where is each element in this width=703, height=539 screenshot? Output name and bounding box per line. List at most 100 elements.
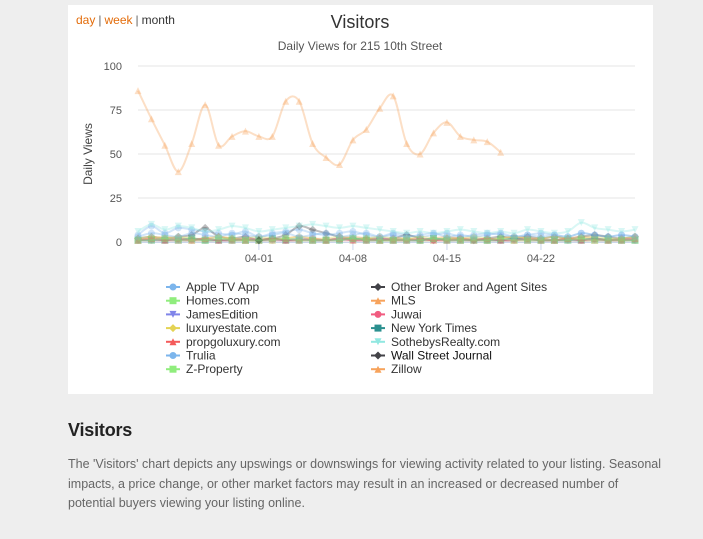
data-point-new-york-times (362, 236, 370, 244)
data-point-sothebysrealty-com (241, 224, 249, 232)
data-point-trulia (550, 231, 558, 239)
data-point-sothebysrealty-com (443, 227, 451, 235)
data-point-sothebysrealty-com (564, 227, 572, 235)
series-line-jamesedition (137, 237, 636, 242)
data-point-apple-tv-app (564, 233, 572, 241)
data-point-mls (215, 233, 223, 241)
visitors-info-section: Visitors The 'Visitors' chart depicts an… (68, 420, 668, 514)
data-point-juwai (443, 236, 451, 244)
data-point-trulia (403, 233, 411, 241)
data-point-trulia (470, 233, 478, 241)
range-week-link[interactable]: week (104, 13, 133, 27)
data-point-mls (161, 233, 169, 241)
range-month-link[interactable]: month (141, 13, 175, 27)
data-point-sothebysrealty-com (161, 226, 169, 234)
legend-marker-apple-tv-app (169, 283, 177, 291)
data-point-luxuryestate-com (160, 234, 169, 243)
data-point-new-york-times (389, 236, 397, 244)
data-point-zillow (430, 129, 438, 137)
data-point-trulia (497, 229, 505, 237)
data-point-z-property (255, 236, 263, 244)
data-point-z-property (470, 236, 478, 244)
data-point-new-york-times (577, 236, 585, 244)
range-selector: day | week | month (76, 13, 175, 27)
data-point-sothebysrealty-com (550, 229, 558, 237)
data-point-z-property (537, 236, 545, 244)
data-point-juwai (349, 236, 357, 244)
data-point-luxuryestate-com (335, 232, 344, 241)
data-point-zillow (201, 101, 209, 109)
data-point-apple-tv-app (335, 229, 343, 237)
data-point-jamesedition (134, 236, 142, 244)
data-point-propgoluxury-com (483, 234, 491, 242)
data-point-zillow (309, 139, 317, 147)
data-point-mls (174, 234, 182, 242)
data-point-other-broker-and-agent-sites (536, 234, 545, 243)
data-point-mls (524, 234, 532, 242)
data-point-z-property (389, 236, 397, 244)
range-day-link[interactable]: day (76, 13, 96, 27)
data-point-mls (564, 234, 572, 242)
legend-label-jamesedition: JamesEdition (186, 307, 258, 321)
x-tick-label: 04-15 (433, 253, 461, 265)
data-point-sothebysrealty-com (335, 224, 343, 232)
data-point-homes-com (147, 234, 155, 242)
data-point-new-york-times (443, 236, 451, 244)
data-point-new-york-times (591, 234, 599, 242)
data-point-mls (147, 234, 155, 242)
y-tick-label: 50 (110, 149, 122, 161)
data-point-apple-tv-app (376, 233, 384, 241)
data-point-sothebysrealty-com (456, 226, 464, 234)
data-point-trulia (483, 231, 491, 239)
data-point-new-york-times (322, 236, 330, 244)
data-point-z-property (510, 236, 518, 244)
data-point-zillow (241, 127, 249, 135)
data-point-zillow (228, 132, 236, 140)
data-point-zillow (282, 97, 290, 105)
data-point-apple-tv-app (631, 233, 639, 241)
data-point-luxuryestate-com (442, 234, 451, 243)
series-line-z-property (137, 237, 635, 242)
data-point-juwai (456, 234, 464, 242)
data-point-trulia (309, 231, 317, 239)
data-point-luxuryestate-com (174, 232, 183, 241)
data-point-luxuryestate-com (281, 234, 290, 243)
legend-marker-trulia (169, 352, 177, 359)
y-axis-label: Daily Views (81, 123, 95, 185)
data-point-z-property (564, 236, 572, 244)
section-title: Visitors (68, 420, 133, 440)
data-point-mls (188, 236, 196, 244)
data-point-luxuryestate-com (268, 234, 277, 243)
legend-marker-homes-com (169, 297, 177, 305)
data-point-sothebysrealty-com (604, 226, 612, 234)
legend-label-mls: MLS (391, 294, 416, 308)
data-point-juwai (618, 236, 626, 244)
data-point-apple-tv-app (215, 229, 223, 237)
data-point-zillow (349, 136, 357, 144)
data-point-apple-tv-app (174, 224, 182, 232)
data-point-apple-tv-app (604, 233, 612, 241)
data-point-sothebysrealty-com (349, 222, 357, 230)
data-point-other-broker-and-agent-sites (228, 234, 237, 243)
data-point-propgoluxury-com (403, 236, 411, 244)
data-point-propgoluxury-com (537, 236, 545, 244)
data-point-apple-tv-app (510, 233, 518, 241)
legend-label-propgoluxury-com: propgoluxury.com (186, 335, 281, 349)
data-point-mls (389, 234, 397, 242)
data-point-sothebysrealty-com (255, 227, 263, 235)
data-point-luxuryestate-com (510, 232, 519, 241)
data-point-luxuryestate-com (228, 234, 237, 243)
data-point-apple-tv-app (456, 233, 464, 241)
data-point-mls (577, 233, 585, 241)
data-point-jamesedition (550, 236, 558, 244)
data-point-trulia (618, 231, 626, 239)
data-point-trulia (537, 233, 545, 241)
data-point-apple-tv-app (322, 231, 330, 239)
data-point-mls (376, 236, 384, 244)
data-point-new-york-times (564, 236, 572, 244)
data-point-z-property (335, 236, 343, 244)
data-point-luxuryestate-com (456, 234, 465, 243)
data-point-sothebysrealty-com (188, 224, 196, 232)
data-point-luxuryestate-com (469, 232, 478, 241)
data-point-juwai (403, 236, 411, 244)
